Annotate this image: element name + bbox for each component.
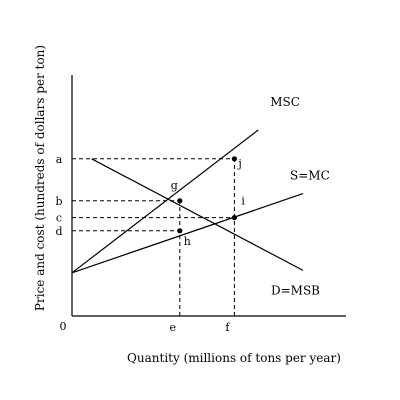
y-tick-label-a: a xyxy=(56,153,63,166)
point-label-g: g xyxy=(171,179,178,192)
x-tick-label-e: e xyxy=(170,321,177,334)
intersection-points xyxy=(177,156,237,234)
point-h xyxy=(177,228,183,234)
origin-label: 0 xyxy=(60,320,67,333)
y-tick-label-d: d xyxy=(55,225,62,238)
curve-msc xyxy=(71,129,259,274)
curve-s-mc xyxy=(71,193,304,274)
labels: 0 Quantity (millions of tons per year) P… xyxy=(33,45,341,365)
x-axis-label: Quantity (millions of tons per year) xyxy=(127,351,341,365)
series-label-d-msb: D=MSB xyxy=(271,283,320,297)
curve-d-msb xyxy=(91,158,304,271)
point-j xyxy=(231,156,237,162)
y-tick-label-b: b xyxy=(55,195,62,208)
series-label-s-mc: S=MC xyxy=(290,169,330,183)
y-tick-label-c: c xyxy=(56,212,62,225)
y-axis-label: Price and cost (hundreds of dollars per … xyxy=(33,45,47,311)
x-tick-label-f: f xyxy=(225,321,230,334)
series-label-msc: MSC xyxy=(270,95,300,109)
curves xyxy=(71,129,304,274)
point-i xyxy=(231,215,237,221)
axes xyxy=(71,75,346,317)
point-label-j: j xyxy=(236,157,241,170)
point-label-i: i xyxy=(241,195,245,208)
point-label-h: h xyxy=(184,235,191,248)
point-g xyxy=(177,198,183,204)
guide-lines xyxy=(72,158,235,316)
